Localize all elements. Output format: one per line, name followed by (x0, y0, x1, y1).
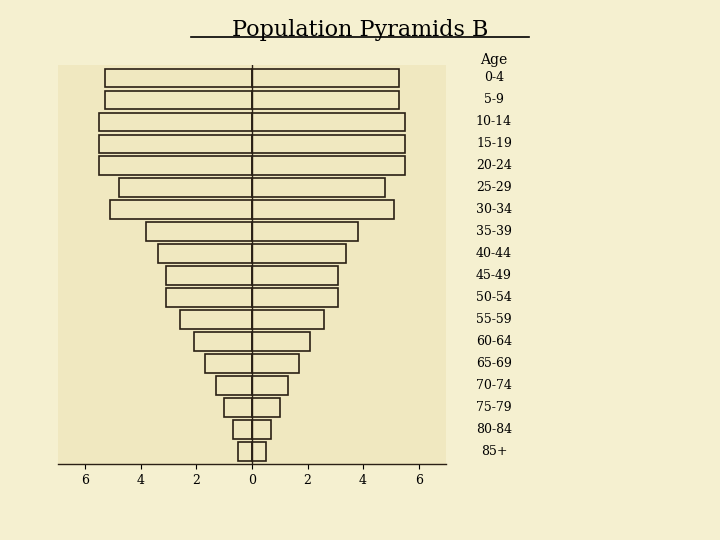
Bar (105, 91, 252, 109)
Bar (252, 376, 288, 395)
Text: 60-64: 60-64 (476, 335, 512, 348)
Bar (252, 157, 405, 175)
Bar (204, 354, 252, 373)
Text: 40-44: 40-44 (476, 247, 512, 260)
Bar (252, 332, 310, 351)
Text: 50-54: 50-54 (476, 291, 512, 304)
Text: 85+: 85+ (481, 445, 507, 458)
Bar (233, 420, 252, 438)
Bar (99, 157, 252, 175)
Text: 20-24: 20-24 (476, 159, 512, 172)
Bar (252, 112, 405, 131)
Text: 15-19: 15-19 (476, 137, 512, 150)
Bar (252, 266, 338, 285)
Bar (216, 376, 252, 395)
Bar (252, 420, 271, 438)
Bar (119, 178, 252, 197)
Bar (224, 398, 252, 417)
Text: 75-79: 75-79 (476, 401, 512, 414)
Bar (252, 442, 266, 461)
Bar (238, 442, 252, 461)
Bar (166, 266, 252, 285)
Bar (252, 200, 394, 219)
Text: 55-59: 55-59 (476, 313, 512, 326)
Bar (252, 398, 280, 417)
Text: 30-34: 30-34 (476, 203, 512, 216)
Text: 65-69: 65-69 (476, 357, 512, 370)
Bar (105, 69, 252, 87)
Text: 70-74: 70-74 (476, 379, 512, 392)
Text: 25-29: 25-29 (476, 181, 512, 194)
Bar (99, 112, 252, 131)
Bar (252, 354, 300, 373)
Bar (180, 310, 252, 329)
Text: Population Pyramids B: Population Pyramids B (232, 19, 488, 41)
Bar (252, 91, 399, 109)
Bar (252, 288, 338, 307)
Text: 80-84: 80-84 (476, 423, 512, 436)
Bar (252, 222, 358, 241)
Bar (166, 288, 252, 307)
Text: 35-39: 35-39 (476, 225, 512, 238)
Bar (252, 310, 324, 329)
Text: 10-14: 10-14 (476, 116, 512, 129)
Bar (252, 178, 385, 197)
Bar (146, 222, 252, 241)
Bar (252, 134, 405, 153)
Text: Age: Age (480, 53, 508, 67)
Text: 0-4: 0-4 (484, 71, 504, 84)
Text: 45-49: 45-49 (476, 269, 512, 282)
Bar (252, 69, 399, 87)
Bar (252, 244, 346, 263)
Text: 5-9: 5-9 (484, 93, 504, 106)
Bar (194, 332, 252, 351)
Bar (110, 200, 252, 219)
Bar (99, 134, 252, 153)
Bar (158, 244, 252, 263)
